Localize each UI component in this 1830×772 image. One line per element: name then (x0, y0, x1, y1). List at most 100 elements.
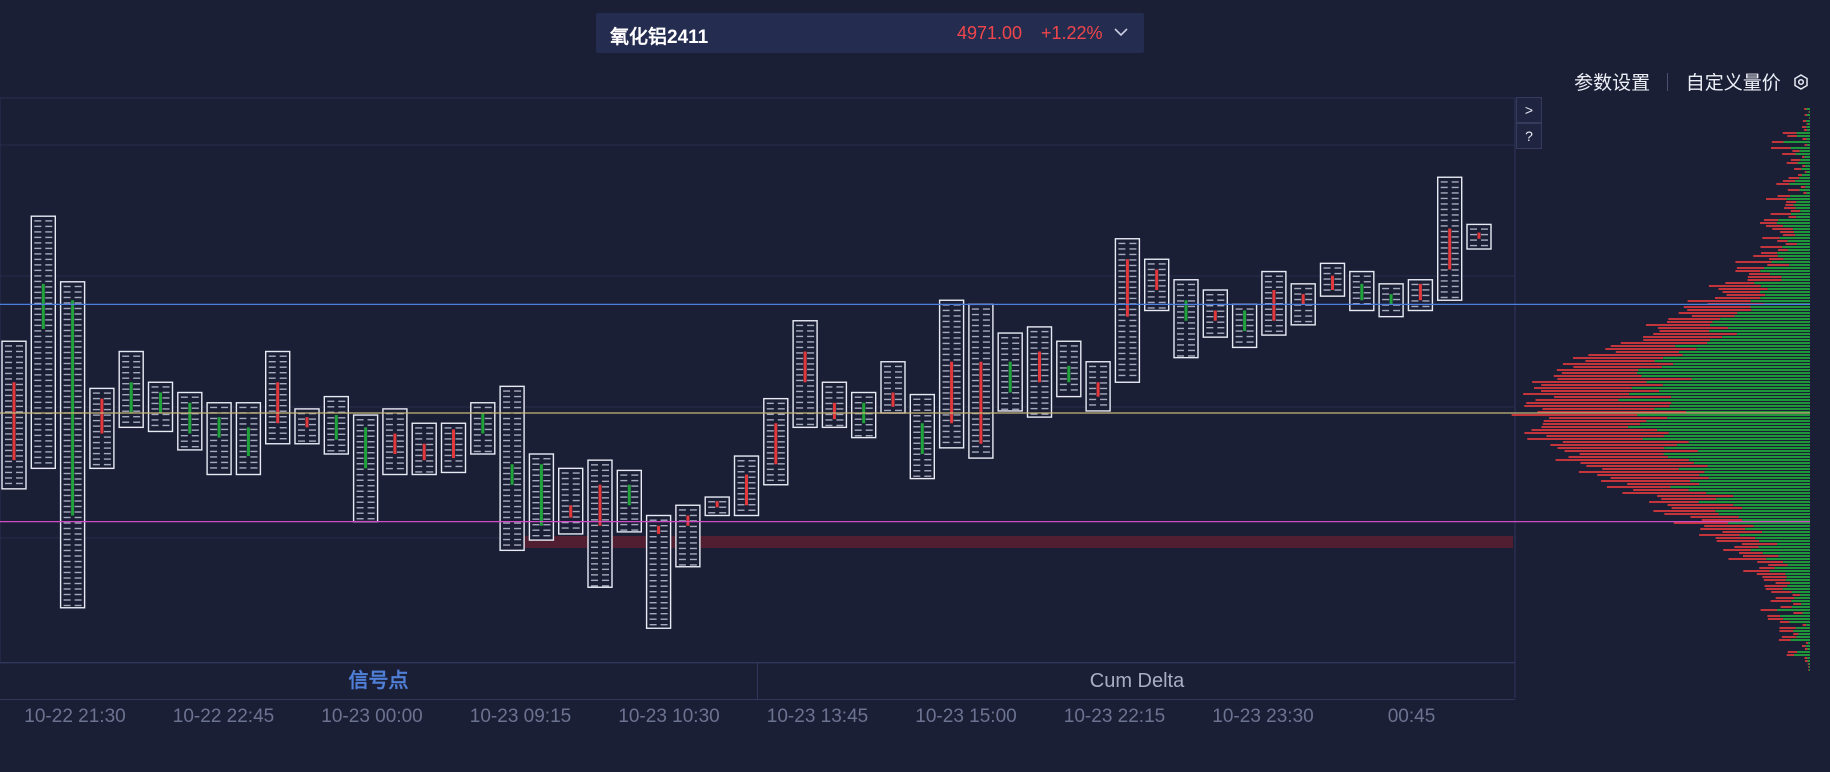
footprint-bid-cell (503, 516, 511, 519)
footprint-bid-cell (63, 291, 71, 293)
profile-bar-buy (1637, 414, 1810, 416)
candle (1231, 303, 1258, 349)
footprint-bid-cell (591, 530, 598, 532)
tab-cum-delta[interactable]: Cum Delta (757, 663, 1516, 699)
profile-bar-buy (1799, 594, 1810, 596)
symbol-selector[interactable]: 氧化铝2411 4971.00 +1.22% (596, 13, 1144, 53)
footprint-ask-cell (1393, 287, 1401, 290)
profile-bar-buy (1804, 165, 1810, 167)
footprint-bid-cell (796, 385, 804, 387)
footprint-bid-cell (63, 571, 71, 574)
footprint-bid-cell (5, 350, 12, 353)
footprint-bid-cell (796, 324, 804, 327)
profile-bar-sell (1742, 555, 1779, 557)
footprint-ask-cell (45, 396, 53, 398)
footprint-bid-cell (1089, 365, 1097, 368)
footprint-ask-cell (74, 285, 82, 288)
footprint-ask-cell (74, 555, 82, 557)
footprint-bid-cell (1382, 298, 1390, 301)
profile-bar-sell (1780, 231, 1794, 233)
candle-body (1155, 269, 1159, 290)
footprint-bid-cell (737, 498, 745, 500)
footprint-bid-cell (796, 368, 804, 371)
footprint-bid-cell (151, 419, 159, 421)
footprint-ask-cell (777, 457, 785, 460)
profile-bar-sell (1802, 624, 1807, 626)
footprint-bid-cell (63, 373, 71, 376)
footprint-ask-cell (895, 409, 902, 412)
footprint-ask-cell (162, 413, 170, 416)
footprint-ask-cell (924, 398, 932, 400)
footprint-ask-cell (660, 580, 668, 582)
last-price: 4971.00 (957, 23, 1023, 43)
footprint-bid-cell (92, 458, 100, 460)
footprint-ask-cell (982, 368, 990, 371)
profile-bar-buy (1807, 660, 1810, 662)
chevron-down-icon[interactable] (1112, 23, 1130, 41)
custom-volume-price-button[interactable]: 自定义量价 (1685, 73, 1781, 94)
help-button[interactable]: ? (1516, 123, 1542, 149)
footprint-bid-cell (34, 324, 42, 327)
candle (1085, 361, 1111, 412)
profile-bar-sell (1578, 471, 1705, 473)
footprint-bid-cell (678, 558, 686, 561)
footprint-bid-cell (1440, 247, 1448, 249)
profile-bar-buy (1678, 468, 1810, 470)
settings-button[interactable]: 参数设置 (1574, 73, 1651, 94)
footprint-ask-cell (1100, 393, 1108, 395)
footprint-ask-cell (338, 439, 346, 441)
profile-bar-buy (1682, 354, 1810, 356)
footprint-ask-cell (162, 424, 170, 427)
gear-icon[interactable] (1792, 73, 1810, 91)
footprint-ask-cell (1012, 370, 1020, 372)
footprint-bid-cell (503, 483, 511, 486)
profile-bar-sell (1778, 639, 1791, 641)
profile-bar-buy (1733, 504, 1810, 506)
footprint-ask-cell (1041, 413, 1049, 415)
footprint-ask-cell (777, 441, 785, 443)
footprint-bid-cell (561, 510, 569, 513)
footprint-ask-cell (367, 496, 375, 498)
footprint-bid-cell (737, 504, 745, 506)
footprint-ask-cell (514, 395, 522, 398)
footprint-bid-cell (356, 452, 364, 454)
profile-bar-sell (1736, 267, 1765, 269)
footprint-ask-cell (543, 502, 551, 504)
footprint-bid-cell (298, 440, 305, 442)
profile-bar-sell (1794, 168, 1802, 170)
footprint-bid-cell (1294, 298, 1302, 301)
footprint-bid-cell (796, 330, 804, 332)
footprint-ask-cell (279, 355, 287, 357)
profile-bar-sell (1786, 201, 1797, 203)
footprint-ask-cell (689, 542, 697, 544)
candle (59, 281, 86, 609)
tab-signal-points[interactable]: 信号点 (348, 670, 409, 692)
footprint-bid-cell (971, 379, 979, 382)
profile-bar-sell (1601, 480, 1691, 482)
footprint-bid-cell (532, 502, 540, 504)
footprint-ask-cell (279, 421, 287, 423)
expand-button[interactable]: > (1516, 97, 1542, 123)
footprint-bid-cell (591, 475, 598, 477)
profile-bar-sell (1683, 306, 1751, 308)
footprint-ask-cell (338, 428, 346, 430)
footprint-bid-cell (415, 449, 423, 451)
footprint-bid-cell (1235, 308, 1243, 310)
footprint-bid-cell (1440, 186, 1448, 189)
footprint-bid-cell (971, 440, 979, 442)
footprint-ask-cell (1012, 403, 1020, 405)
footprint-bid-cell (1206, 327, 1214, 329)
footprint-ask-cell (1012, 392, 1020, 394)
footprint-ask-cell (16, 372, 23, 375)
footprint-bid-cell (356, 419, 364, 421)
footprint-bid-cell (34, 368, 42, 371)
footprint-bid-cell (5, 438, 12, 441)
footprint-ask-cell (1188, 300, 1195, 302)
profile-bar-sell (1541, 384, 1663, 386)
footprint-bid-cell (620, 523, 628, 526)
footprint-ask-cell (572, 472, 580, 474)
profile-bar-buy (1661, 366, 1810, 368)
candle (1143, 258, 1170, 312)
footprint-bid-cell (1440, 197, 1448, 200)
